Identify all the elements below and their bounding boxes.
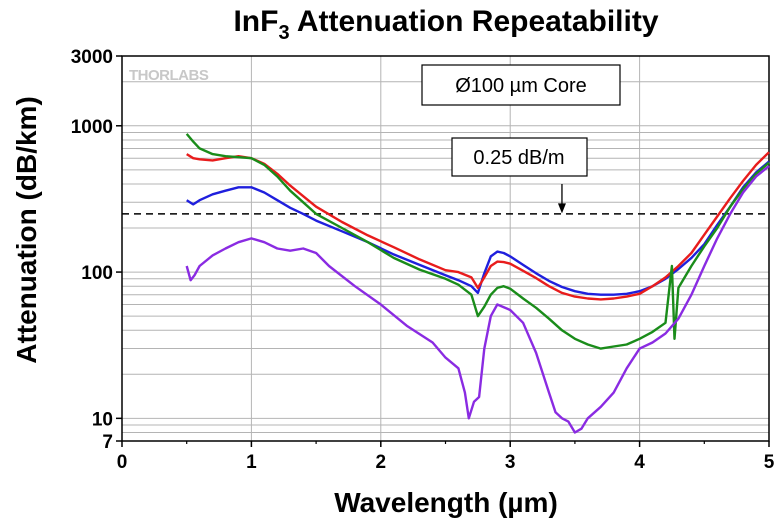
x-tick-label-5: 5 <box>764 452 775 473</box>
y-tick-label-2: 100 <box>81 263 113 284</box>
x-tick-label-2: 2 <box>376 452 387 473</box>
limit-annotation-text: 0.25 dB/m <box>473 147 564 169</box>
x-tick-label-1: 1 <box>246 452 257 473</box>
x-tick-label-3: 3 <box>505 452 516 473</box>
core-annotation-text: Ø100 µm Core <box>455 75 587 97</box>
y-tick-label-3: 1000 <box>71 117 113 138</box>
series-line-0 <box>186 160 770 296</box>
series-line-1 <box>186 151 770 301</box>
y-axis-label: Attenuation (dB/km) <box>11 96 42 364</box>
x-tick-label-4: 4 <box>634 452 645 473</box>
arrow-head <box>557 203 566 214</box>
series-layer <box>185 133 770 434</box>
y-tick-label-4: 3000 <box>71 47 113 68</box>
y-axis-ticks: 710 100 1000 3000 <box>71 47 122 453</box>
chart-title: InF3 Attenuation Repeatability <box>233 5 658 44</box>
grid-lines <box>121 55 770 442</box>
x-tick-label-0: 0 <box>117 452 128 473</box>
x-axis-ticks: 0 1 2 3 4 5 <box>117 441 775 473</box>
limit-annotation-box <box>451 137 588 177</box>
y-tick-label-0: 7 <box>102 432 113 453</box>
x-axis-label: Wavelength (µm) <box>334 487 558 518</box>
thorlabs-logo: THORLABS <box>129 67 209 84</box>
core-annotation-box <box>421 64 621 106</box>
plot-frame <box>121 55 770 442</box>
y-tick-label-1: 10 <box>92 409 113 430</box>
series-line-3 <box>185 165 770 434</box>
